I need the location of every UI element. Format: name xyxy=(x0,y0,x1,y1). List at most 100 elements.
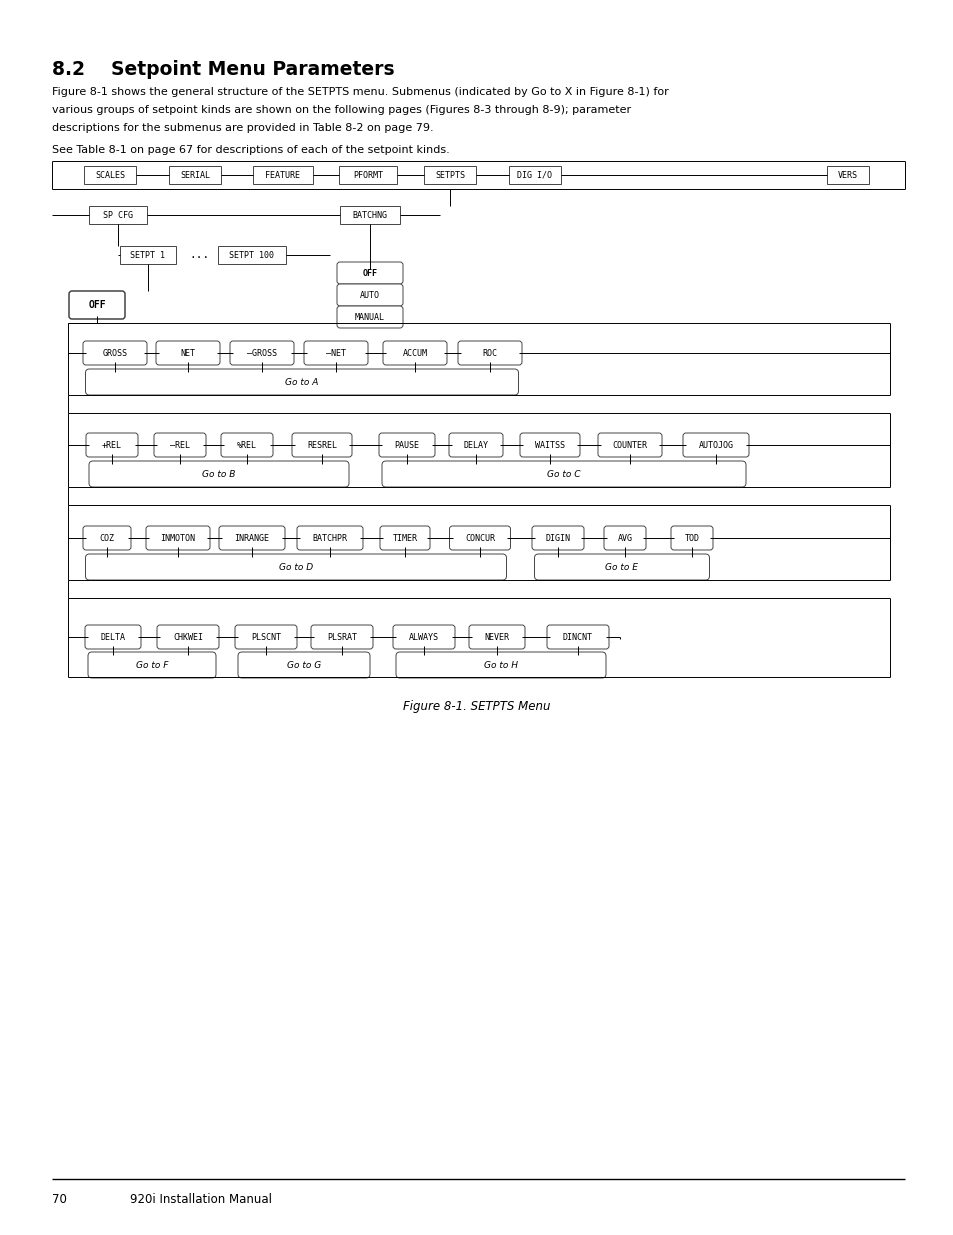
Text: TIMER: TIMER xyxy=(392,534,417,542)
Bar xyxy=(120,246,175,264)
Text: FEATURE: FEATURE xyxy=(265,170,300,179)
FancyBboxPatch shape xyxy=(519,433,579,457)
Text: 920i Installation Manual: 920i Installation Manual xyxy=(130,1193,272,1207)
FancyBboxPatch shape xyxy=(598,433,661,457)
FancyBboxPatch shape xyxy=(230,341,294,366)
Text: PAUSE: PAUSE xyxy=(395,441,419,450)
Text: MANUAL: MANUAL xyxy=(355,312,385,321)
Text: COUNTER: COUNTER xyxy=(612,441,647,450)
Text: PLSCNT: PLSCNT xyxy=(251,632,281,641)
Text: 8.2    Setpoint Menu Parameters: 8.2 Setpoint Menu Parameters xyxy=(52,61,395,79)
Text: NET: NET xyxy=(180,348,195,357)
FancyBboxPatch shape xyxy=(379,526,430,550)
Text: Figure 8-1. SETPTS Menu: Figure 8-1. SETPTS Menu xyxy=(403,700,550,713)
FancyBboxPatch shape xyxy=(603,526,645,550)
Text: ACCUM: ACCUM xyxy=(402,348,427,357)
Text: –REL: –REL xyxy=(170,441,190,450)
Bar xyxy=(218,246,286,264)
FancyBboxPatch shape xyxy=(69,291,125,319)
Text: INMOTON: INMOTON xyxy=(160,534,195,542)
Text: DIGIN: DIGIN xyxy=(545,534,570,542)
Text: SP CFG: SP CFG xyxy=(103,210,132,220)
Text: CONCUR: CONCUR xyxy=(464,534,495,542)
FancyBboxPatch shape xyxy=(336,262,402,284)
Text: GROSS: GROSS xyxy=(102,348,128,357)
FancyBboxPatch shape xyxy=(395,652,605,678)
FancyBboxPatch shape xyxy=(237,652,370,678)
FancyBboxPatch shape xyxy=(469,625,524,650)
FancyBboxPatch shape xyxy=(670,526,712,550)
Text: 70: 70 xyxy=(52,1193,67,1207)
Bar xyxy=(253,165,313,184)
Text: –GROSS: –GROSS xyxy=(247,348,276,357)
Text: PLSRAT: PLSRAT xyxy=(327,632,356,641)
Text: Go to A: Go to A xyxy=(285,378,318,387)
FancyBboxPatch shape xyxy=(449,526,510,550)
FancyBboxPatch shape xyxy=(88,652,215,678)
FancyBboxPatch shape xyxy=(146,526,210,550)
FancyBboxPatch shape xyxy=(534,555,709,580)
Text: Go to E: Go to E xyxy=(605,562,638,572)
FancyBboxPatch shape xyxy=(156,341,220,366)
FancyBboxPatch shape xyxy=(89,461,349,487)
Text: COZ: COZ xyxy=(99,534,114,542)
Text: OFF: OFF xyxy=(362,268,377,278)
Text: RESREL: RESREL xyxy=(307,441,336,450)
Text: ROC: ROC xyxy=(482,348,497,357)
FancyBboxPatch shape xyxy=(304,341,368,366)
FancyBboxPatch shape xyxy=(682,433,748,457)
Text: AUTOJOG: AUTOJOG xyxy=(698,441,733,450)
Text: Go to B: Go to B xyxy=(202,469,235,478)
FancyBboxPatch shape xyxy=(449,433,502,457)
Text: INRANGE: INRANGE xyxy=(234,534,269,542)
FancyBboxPatch shape xyxy=(234,625,296,650)
Bar xyxy=(339,206,399,224)
Text: DELTA: DELTA xyxy=(100,632,126,641)
Text: AUTO: AUTO xyxy=(359,290,379,300)
Bar xyxy=(84,165,136,184)
FancyBboxPatch shape xyxy=(381,461,745,487)
FancyBboxPatch shape xyxy=(532,526,583,550)
Text: TOD: TOD xyxy=(684,534,699,542)
FancyBboxPatch shape xyxy=(219,526,285,550)
FancyBboxPatch shape xyxy=(378,433,435,457)
FancyBboxPatch shape xyxy=(292,433,352,457)
FancyBboxPatch shape xyxy=(393,625,455,650)
FancyBboxPatch shape xyxy=(157,625,219,650)
Text: DELAY: DELAY xyxy=(463,441,488,450)
FancyBboxPatch shape xyxy=(85,625,141,650)
FancyBboxPatch shape xyxy=(382,341,447,366)
Text: +REL: +REL xyxy=(102,441,122,450)
Text: BATCHNG: BATCHNG xyxy=(352,210,387,220)
FancyBboxPatch shape xyxy=(546,625,608,650)
Text: SERIAL: SERIAL xyxy=(180,170,210,179)
Text: –NET: –NET xyxy=(326,348,346,357)
Text: AVG: AVG xyxy=(617,534,632,542)
FancyBboxPatch shape xyxy=(83,526,131,550)
FancyBboxPatch shape xyxy=(336,306,402,329)
Bar xyxy=(89,206,147,224)
FancyBboxPatch shape xyxy=(153,433,206,457)
Text: SCALES: SCALES xyxy=(95,170,125,179)
FancyBboxPatch shape xyxy=(457,341,521,366)
FancyBboxPatch shape xyxy=(336,284,402,306)
Text: WAITSS: WAITSS xyxy=(535,441,564,450)
Bar xyxy=(509,165,560,184)
Text: ...: ... xyxy=(190,249,210,261)
Text: NEVER: NEVER xyxy=(484,632,509,641)
Text: See Table 8-1 on page 67 for descriptions of each of the setpoint kinds.: See Table 8-1 on page 67 for description… xyxy=(52,144,449,156)
FancyBboxPatch shape xyxy=(86,555,506,580)
Text: various groups of setpoint kinds are shown on the following pages (Figures 8-3 t: various groups of setpoint kinds are sho… xyxy=(52,105,631,115)
FancyBboxPatch shape xyxy=(221,433,273,457)
Text: Go to H: Go to H xyxy=(483,661,517,669)
Text: CHKWEI: CHKWEI xyxy=(172,632,203,641)
Text: VERS: VERS xyxy=(837,170,857,179)
Bar xyxy=(826,165,868,184)
Bar xyxy=(169,165,221,184)
Bar xyxy=(423,165,476,184)
Text: PFORMT: PFORMT xyxy=(353,170,382,179)
Text: OFF: OFF xyxy=(88,300,106,310)
Text: Go to F: Go to F xyxy=(135,661,168,669)
Text: SETPTS: SETPTS xyxy=(435,170,464,179)
FancyBboxPatch shape xyxy=(86,369,518,395)
